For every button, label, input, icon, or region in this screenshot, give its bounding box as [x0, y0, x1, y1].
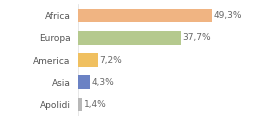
Text: 49,3%: 49,3%	[213, 11, 242, 20]
Bar	[78, 98, 82, 111]
Bar	[78, 75, 90, 89]
Text: 37,7%: 37,7%	[182, 33, 211, 42]
Bar	[78, 9, 212, 22]
Text: 4,3%: 4,3%	[91, 78, 114, 87]
Text: 1,4%: 1,4%	[83, 100, 106, 109]
Bar	[78, 53, 98, 67]
Bar	[78, 31, 181, 45]
Text: 7,2%: 7,2%	[99, 55, 122, 65]
